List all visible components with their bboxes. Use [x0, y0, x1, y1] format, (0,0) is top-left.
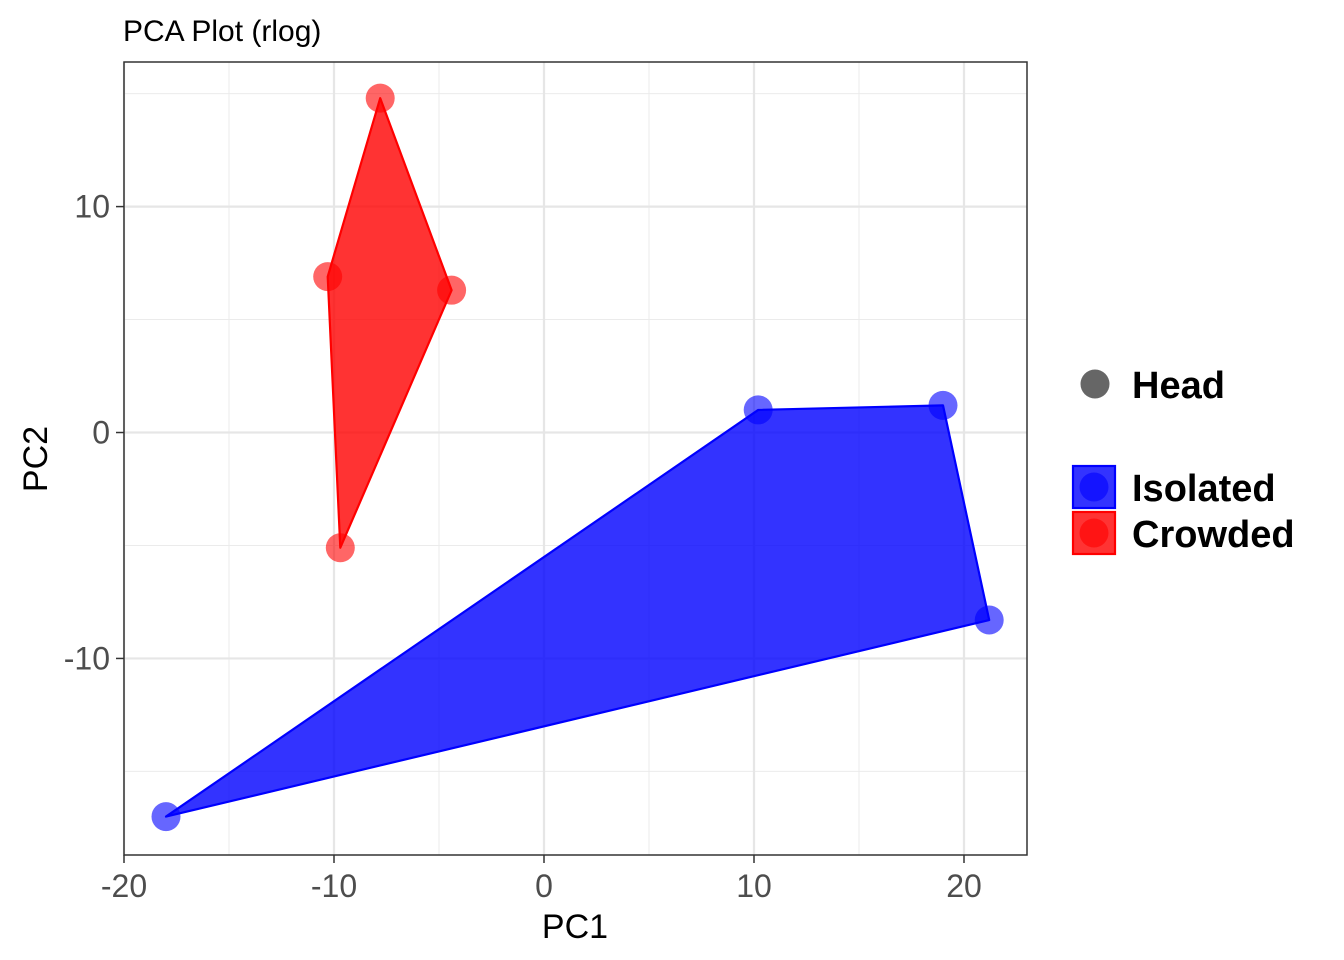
- x-tick-label: 20: [946, 868, 982, 904]
- x-tick-label: -20: [101, 868, 147, 904]
- y-tick-label: -10: [64, 640, 110, 676]
- x-tick-label: 10: [736, 868, 772, 904]
- legend-label-head: Head: [1132, 365, 1225, 407]
- crowded-point: [313, 262, 343, 292]
- y-axis-title: PC2: [17, 426, 55, 492]
- legend-label-crowded: Crowded: [1132, 514, 1295, 556]
- y-tick-label: 10: [74, 189, 110, 225]
- x-tick-label: -10: [311, 868, 357, 904]
- data-points: [151, 83, 1004, 832]
- legend-key-point-crowded: [1079, 518, 1109, 548]
- legend-label-isolated: Isolated: [1132, 468, 1276, 510]
- y-axis-ticks: -10 0 10: [64, 189, 124, 676]
- plot-panel-border: [123, 61, 1028, 856]
- x-tick-label: 0: [535, 868, 553, 904]
- y-tick-label: 0: [92, 415, 110, 451]
- isolated-point: [743, 395, 773, 425]
- crowded-point: [325, 533, 355, 563]
- crowded-point: [437, 275, 467, 305]
- chart-title: PCA Plot (rlog): [123, 15, 321, 48]
- x-axis-ticks: -20 -10 0 10 20: [101, 855, 982, 904]
- legend-key-point-isolated: [1079, 472, 1109, 502]
- isolated-point: [974, 605, 1004, 635]
- isolated-hull: [164, 404, 991, 818]
- legend-shape-key: [1080, 369, 1110, 399]
- isolated-point: [928, 390, 958, 420]
- isolated-point: [151, 802, 181, 832]
- x-axis-title: PC1: [542, 908, 608, 946]
- crowded-point: [365, 83, 395, 113]
- crowded-hull: [326, 97, 453, 549]
